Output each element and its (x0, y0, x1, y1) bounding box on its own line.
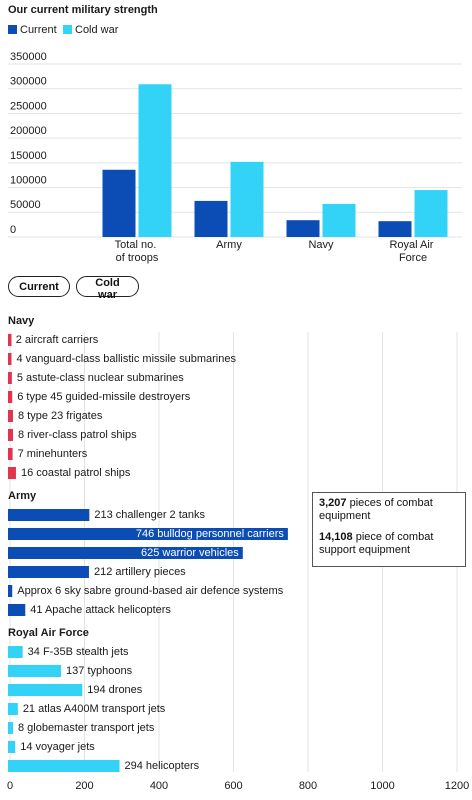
bar-label: 746 bulldog personnel carriers (136, 528, 284, 540)
bar (8, 429, 13, 441)
bar-label: 41 Apache attack helicopters (30, 604, 171, 616)
x-tick-label: 600 (224, 780, 242, 792)
section-title: Royal Air Force (8, 627, 89, 639)
bar-label: 294 helicopters (125, 760, 200, 772)
x-tick-label: 200 (75, 780, 93, 792)
bar-label: 213 challenger 2 tanks (94, 509, 205, 521)
x-tick-label: Army (216, 239, 242, 251)
bar (8, 509, 90, 521)
section-title: Navy (8, 315, 35, 327)
bar-label: 4 vanguard-class ballistic missile subma… (16, 353, 236, 365)
bar (230, 161, 264, 237)
bar-label: 16 coastal patrol ships (21, 467, 131, 479)
toggle-current[interactable]: Current (8, 276, 70, 297)
legend-swatch (63, 25, 72, 34)
bar (414, 190, 448, 237)
bar-label: 8 globemaster transport jets (18, 722, 155, 734)
x-tick-label: 1000 (370, 780, 394, 792)
x-tick-label: 1200 (445, 780, 469, 792)
section-title: Army (8, 490, 37, 502)
bar (8, 467, 16, 479)
bar (8, 665, 62, 677)
bar-label: 2 aircraft carriers (16, 334, 99, 346)
x-tick-label: Navy (308, 239, 334, 251)
y-tick-label: 250000 (10, 100, 47, 112)
bar (8, 703, 18, 715)
bar (8, 410, 13, 422)
bar-label: Approx 6 sky sabre ground-based air defe… (17, 585, 283, 597)
y-tick-label: 0 (10, 224, 16, 236)
x-tick-label: 800 (299, 780, 317, 792)
bar-label: 137 typhoons (66, 665, 133, 677)
toggle-cold-war[interactable]: Cold war (76, 276, 139, 301)
bar (138, 84, 172, 237)
y-tick-label: 100000 (10, 174, 47, 186)
annotation-text: pieces of combat equipment (319, 497, 433, 522)
bar-label: 14 voyager jets (20, 741, 95, 753)
bar-label: 625 warrior vehicles (141, 547, 239, 559)
bar-label: 8 type 23 frigates (18, 410, 103, 422)
bar (8, 391, 13, 403)
bar (322, 203, 356, 237)
bar (8, 741, 16, 753)
chart-title: Our current military strength (8, 4, 158, 16)
x-tick-label: 0 (7, 780, 13, 792)
bar-label: 5 astute-class nuclear submarines (17, 372, 184, 384)
annotation-number: 14,108 (319, 531, 353, 543)
bar (8, 604, 26, 616)
bar (8, 353, 12, 365)
bar (8, 722, 13, 734)
y-tick-label: 350000 (10, 51, 47, 63)
annotation: 14,108 piece of combat support equipment (319, 531, 459, 557)
bar-label: 6 type 45 guided-missile destroyers (17, 391, 191, 403)
bar (102, 169, 136, 237)
x-tick-label: Royal Air Force (389, 239, 436, 264)
bar (8, 585, 13, 597)
bar (8, 760, 120, 772)
x-tick-label: 400 (150, 780, 168, 792)
bar (8, 646, 23, 658)
bar-label: 21 atlas A400M transport jets (23, 703, 166, 715)
y-tick-label: 150000 (10, 150, 47, 162)
annotation-text: piece of combat support equipment (319, 531, 434, 556)
bar (8, 684, 83, 696)
annotation-number: 3,207 (319, 497, 347, 509)
x-tick-label: Total no. of troops (115, 239, 160, 264)
legend-label: Cold war (75, 24, 119, 36)
bar (8, 334, 12, 346)
legend-label: Current (20, 24, 57, 36)
annotation-box: 3,207 pieces of combat equipment 14,108 … (312, 492, 466, 567)
bar-label: 194 drones (87, 684, 143, 696)
bar (8, 528, 288, 540)
y-tick-label: 50000 (10, 199, 41, 211)
y-tick-label: 300000 (10, 76, 47, 88)
bar (286, 220, 320, 237)
annotation: 3,207 pieces of combat equipment (319, 497, 459, 523)
bar-label: 34 F-35B stealth jets (28, 646, 129, 658)
bar (8, 372, 12, 384)
y-tick-label: 200000 (10, 125, 47, 137)
bar-label: 7 minehunters (18, 448, 88, 460)
bar (378, 221, 412, 237)
bar (8, 566, 89, 578)
bar-label: 8 river-class patrol ships (18, 429, 137, 441)
bar (194, 200, 228, 237)
bar (8, 448, 13, 460)
bar (8, 547, 243, 559)
bar-label: 212 artillery pieces (94, 566, 186, 578)
legend-swatch (8, 25, 17, 34)
